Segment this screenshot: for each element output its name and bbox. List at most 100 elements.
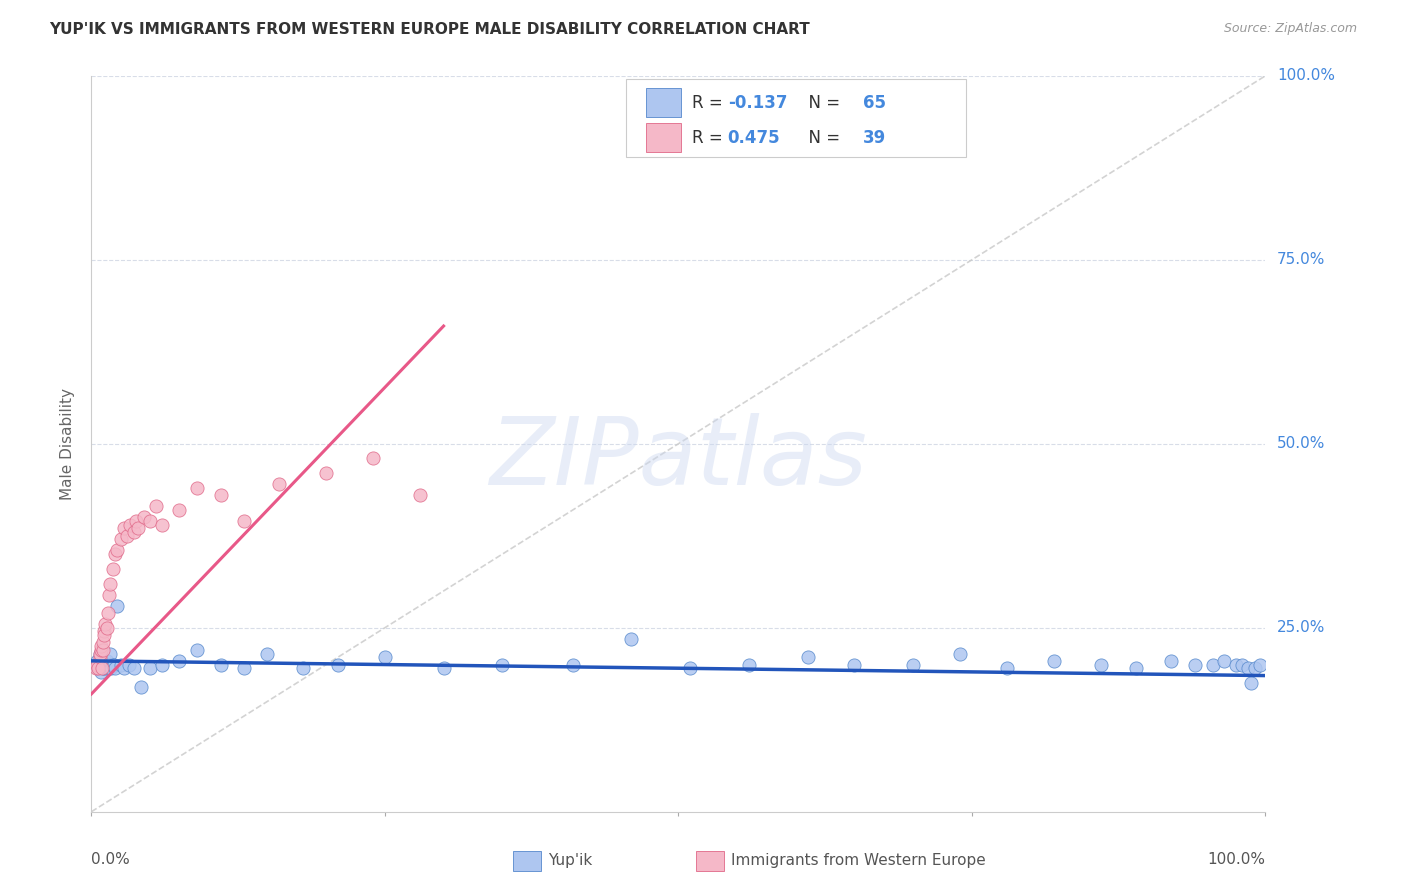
Point <box>90 665 112 679</box>
Point <box>103 657 125 672</box>
Text: 0.0%: 0.0% <box>91 852 131 867</box>
Point <box>112 521 135 535</box>
Point <box>90 642 112 657</box>
Point <box>97 657 120 672</box>
Point <box>91 657 114 672</box>
Point <box>91 661 114 675</box>
Point <box>491 657 513 672</box>
Point <box>134 510 156 524</box>
Point <box>112 661 135 675</box>
Point <box>84 661 107 675</box>
Point <box>127 521 149 535</box>
Point <box>844 657 866 672</box>
Text: N =: N = <box>799 128 845 146</box>
Point <box>209 657 232 672</box>
Y-axis label: Male Disability: Male Disability <box>60 388 76 500</box>
Point <box>98 657 121 672</box>
Point <box>118 657 141 672</box>
Point <box>98 657 121 672</box>
Point <box>93 624 115 639</box>
Point <box>93 628 115 642</box>
Point <box>561 657 583 672</box>
Point <box>94 617 117 632</box>
Text: 75.0%: 75.0% <box>1277 252 1326 268</box>
Point <box>150 517 173 532</box>
Point <box>84 659 107 673</box>
Point <box>186 642 208 657</box>
Point <box>104 547 127 561</box>
Point <box>233 514 256 528</box>
Point <box>86 654 108 668</box>
Point <box>101 657 124 672</box>
Point <box>409 488 432 502</box>
Point <box>87 661 110 675</box>
Point <box>796 650 818 665</box>
Point <box>269 477 291 491</box>
Point <box>96 654 118 668</box>
Point <box>98 588 121 602</box>
Point <box>89 650 111 665</box>
Point <box>949 647 972 661</box>
Bar <box>645 123 681 153</box>
Point <box>432 661 454 675</box>
Text: 50.0%: 50.0% <box>1277 436 1326 451</box>
Point <box>110 533 132 547</box>
Point <box>326 657 349 672</box>
Point <box>139 514 162 528</box>
Point <box>91 661 114 675</box>
Point <box>620 632 643 646</box>
Point <box>104 661 127 675</box>
Point <box>1043 654 1066 668</box>
Text: 25.0%: 25.0% <box>1277 620 1326 635</box>
Point <box>1125 661 1147 675</box>
Point <box>315 466 337 480</box>
Point <box>1243 661 1265 675</box>
Point <box>256 647 278 661</box>
Text: ZIPatlas: ZIPatlas <box>489 413 868 504</box>
Point <box>115 529 138 543</box>
Point <box>101 562 124 576</box>
Point <box>291 661 314 675</box>
Point <box>87 661 110 675</box>
Point <box>125 514 148 528</box>
Text: Source: ZipAtlas.com: Source: ZipAtlas.com <box>1223 22 1357 36</box>
Point <box>122 661 145 675</box>
Point <box>93 657 115 672</box>
Point <box>169 654 191 668</box>
FancyBboxPatch shape <box>626 79 966 157</box>
Point <box>129 680 152 694</box>
Text: 0.475: 0.475 <box>728 128 780 146</box>
Text: N =: N = <box>799 94 845 112</box>
Point <box>738 657 761 672</box>
Point <box>96 661 118 675</box>
Point <box>145 500 167 514</box>
Point <box>93 661 115 675</box>
Point <box>1090 657 1112 672</box>
Point <box>1240 676 1263 690</box>
Point <box>110 657 132 672</box>
Point <box>97 606 120 620</box>
Point <box>89 647 111 661</box>
Bar <box>645 88 681 118</box>
Text: 100.0%: 100.0% <box>1208 852 1265 867</box>
Point <box>105 543 128 558</box>
Point <box>1225 657 1247 672</box>
Point <box>150 657 173 672</box>
Point <box>139 661 162 675</box>
Point <box>94 657 117 672</box>
Text: 100.0%: 100.0% <box>1277 69 1336 83</box>
Point <box>374 650 396 665</box>
Text: 39: 39 <box>863 128 886 146</box>
Point <box>86 657 108 672</box>
Point <box>89 657 111 672</box>
Text: Yup'ik: Yup'ik <box>548 854 592 868</box>
Point <box>98 647 121 661</box>
Point <box>995 661 1018 675</box>
Point <box>105 599 128 613</box>
Text: YUP'IK VS IMMIGRANTS FROM WESTERN EUROPE MALE DISABILITY CORRELATION CHART: YUP'IK VS IMMIGRANTS FROM WESTERN EUROPE… <box>49 22 810 37</box>
Point <box>91 642 114 657</box>
Point <box>1230 657 1253 672</box>
Point <box>122 524 145 539</box>
Point <box>186 481 208 495</box>
Point <box>1236 661 1258 675</box>
